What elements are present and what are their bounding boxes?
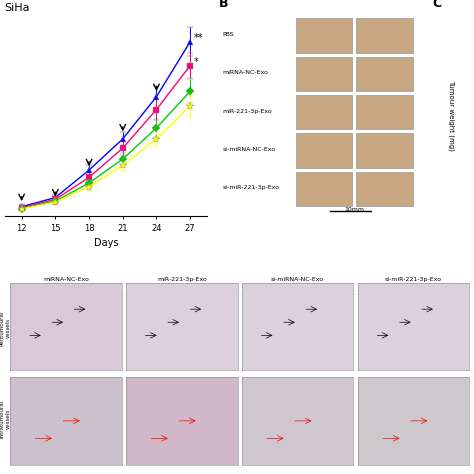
Text: B: B [219,0,228,10]
Text: 10mm: 10mm [344,207,364,212]
FancyBboxPatch shape [356,133,413,167]
X-axis label: Days: Days [94,238,118,248]
Text: *: * [193,57,198,67]
FancyBboxPatch shape [356,56,413,91]
Text: si-miRNA-NC-Exo: si-miRNA-NC-Exo [223,147,276,152]
Title: si-miR-221-3p-Exo: si-miR-221-3p-Exo [385,277,442,282]
Text: Tumour weight (mg): Tumour weight (mg) [448,80,454,151]
Text: miR-221-3p-Exo: miR-221-3p-Exo [223,109,273,114]
Text: si-miR-221-3p-Exo: si-miR-221-3p-Exo [223,185,280,190]
FancyBboxPatch shape [296,172,352,206]
Text: miRNA-NC-Exo: miRNA-NC-Exo [223,70,269,75]
FancyBboxPatch shape [356,172,413,206]
Title: si-miRNA-NC-Exo: si-miRNA-NC-Exo [271,277,324,282]
Title: miRNA-NC-Exo: miRNA-NC-Exo [43,277,89,282]
Text: C: C [433,0,442,10]
FancyBboxPatch shape [356,95,413,129]
Text: SiHa exosomes: SiHa exosomes [130,284,204,294]
Title: miR-221-3p-Exo: miR-221-3p-Exo [157,277,207,282]
Text: SiHa: SiHa [5,3,30,13]
Text: Peritumoural
vessels: Peritumoural vessels [0,310,11,346]
FancyBboxPatch shape [296,133,352,167]
FancyBboxPatch shape [296,95,352,129]
Text: **: ** [193,33,203,43]
Text: Intratumoural
vessels: Intratumoural vessels [0,400,11,438]
FancyBboxPatch shape [356,18,413,53]
Text: PBS: PBS [223,32,235,37]
FancyBboxPatch shape [296,56,352,91]
FancyBboxPatch shape [296,18,352,53]
